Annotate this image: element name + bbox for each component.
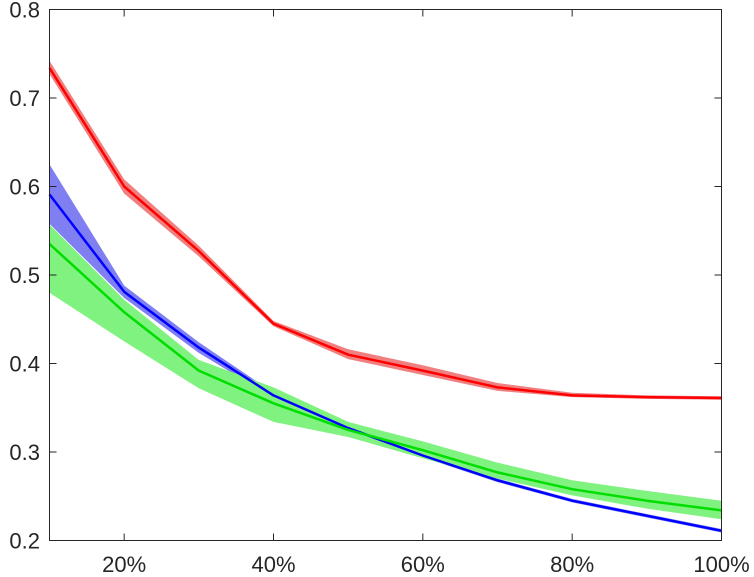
series-3-line [48,243,722,512]
y-tick-label: 0.7 [9,86,40,111]
x-axis-ticks: 20% 40% 60% 80% 100% [102,9,750,577]
series-lines [48,67,722,533]
x-tick-label: 100% [693,552,749,577]
plot-frame [49,9,722,541]
x-tick-label: 20% [102,552,146,577]
x-tick-label: 60% [401,552,445,577]
x-tick-label: 40% [251,552,295,577]
series-1-line [48,67,722,400]
y-tick-label: 0.2 [9,529,40,554]
series-2-line [48,193,722,533]
y-tick-label: 0.4 [9,352,40,377]
confidence-bands [49,60,722,533]
series-3-band [49,224,722,520]
y-axis-ticks: 0.2 0.3 0.4 0.5 0.6 0.7 0.8 [9,0,722,554]
y-tick-label: 0.5 [9,263,40,288]
x-tick-label: 80% [550,552,594,577]
y-tick-label: 0.8 [9,0,40,23]
y-tick-label: 0.3 [9,440,40,465]
y-tick-label: 0.6 [9,175,40,200]
